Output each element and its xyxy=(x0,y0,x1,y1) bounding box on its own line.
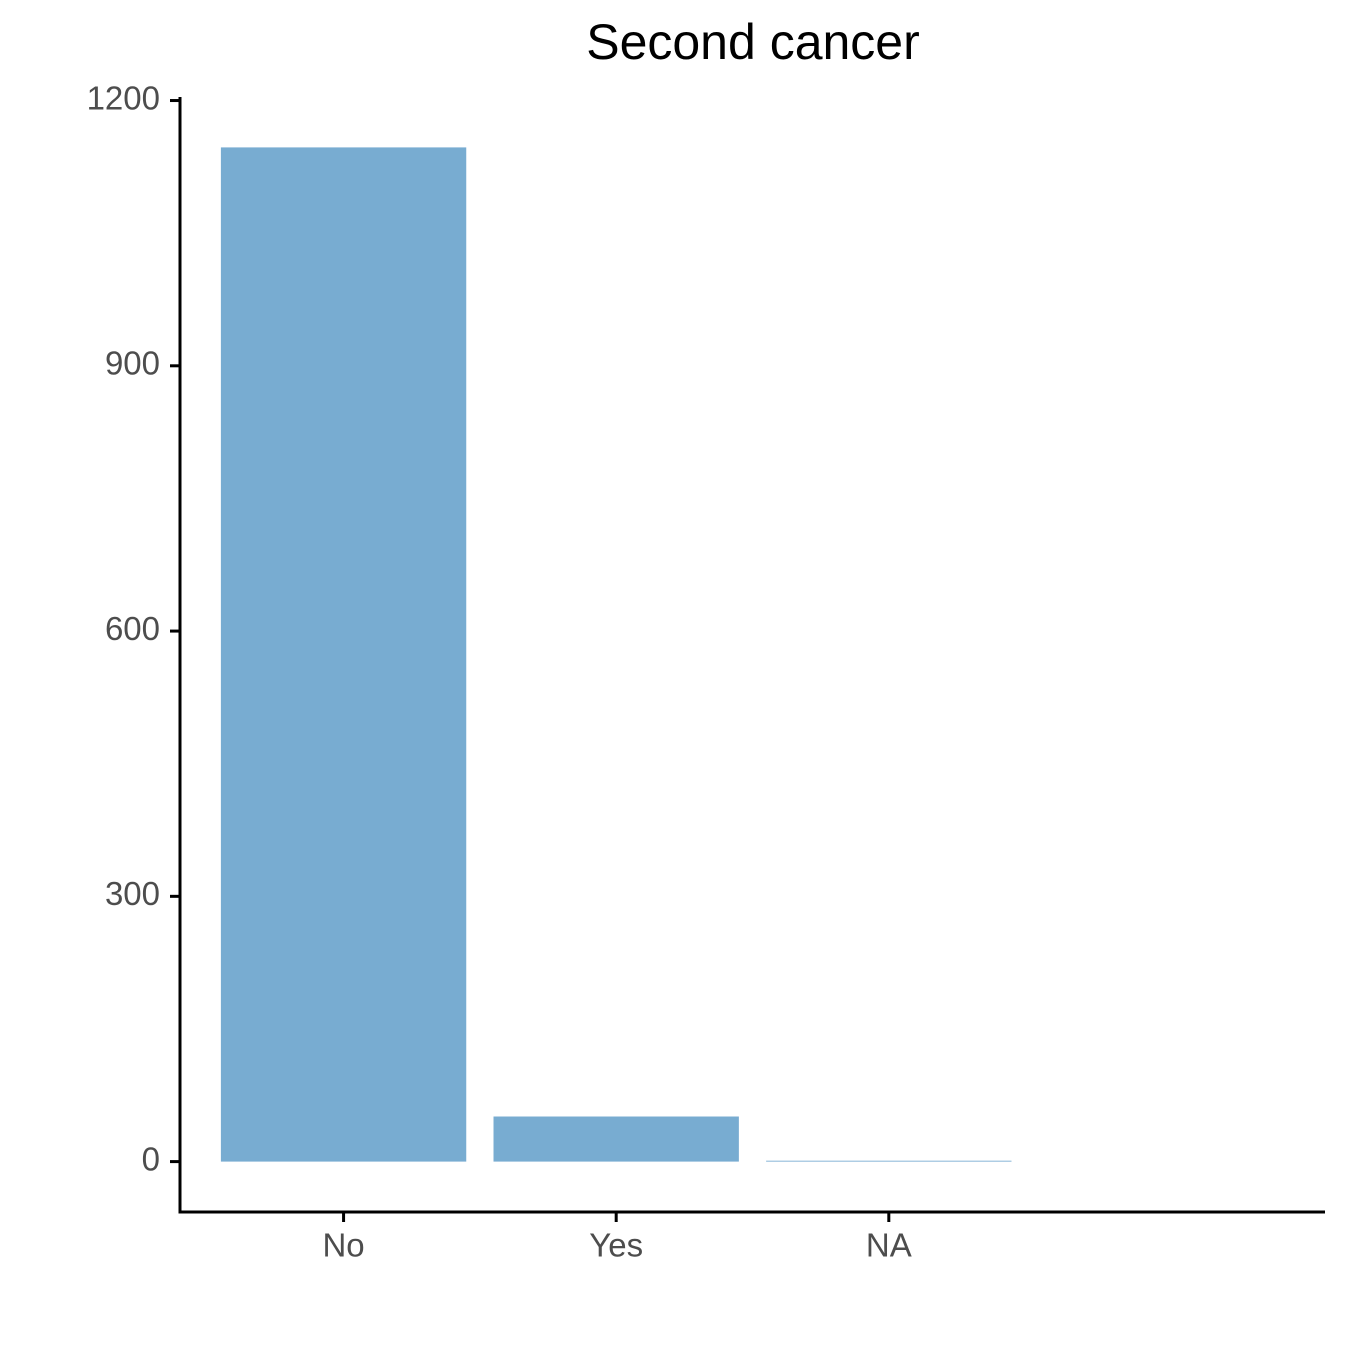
x-tick-label: Yes xyxy=(589,1227,643,1264)
bar xyxy=(766,1160,1012,1162)
y-tick-label: 900 xyxy=(105,345,160,382)
y-tick-label: 1200 xyxy=(87,79,160,116)
bar xyxy=(220,147,467,1162)
y-tick-label: 0 xyxy=(142,1140,160,1177)
bar xyxy=(493,1116,739,1162)
x-tick-label: No xyxy=(322,1227,364,1264)
x-tick-label: NA xyxy=(866,1227,912,1264)
y-tick-label: 600 xyxy=(105,610,160,647)
y-tick-label: 300 xyxy=(105,875,160,912)
chart-title: Second cancer xyxy=(586,14,920,70)
